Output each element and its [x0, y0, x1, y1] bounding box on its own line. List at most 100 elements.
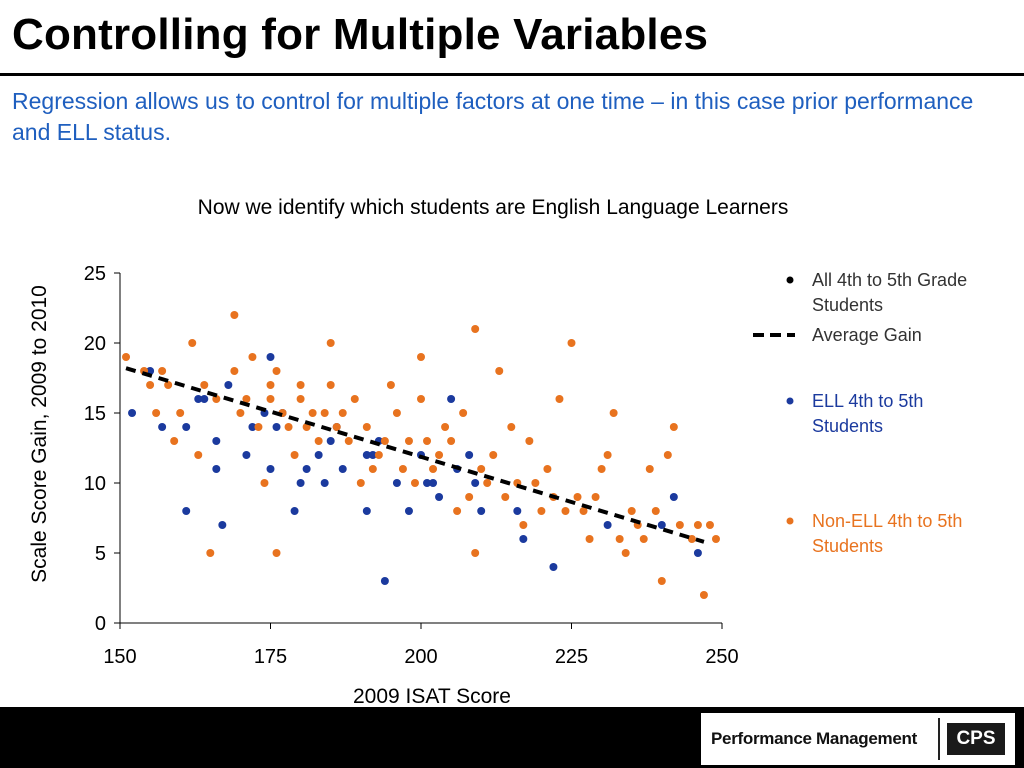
non-ell-point [471, 325, 480, 333]
x-axis-label: 2009 ISAT Score [353, 685, 511, 707]
non-ell-point [404, 437, 413, 445]
ell-point [128, 409, 137, 417]
ell-point [669, 493, 678, 501]
non-ell-point [266, 381, 275, 389]
non-ell-point [639, 535, 648, 543]
non-ell-point [501, 493, 510, 501]
ell-point [471, 479, 480, 487]
non-ell-point [609, 409, 618, 417]
non-ell-point [164, 381, 173, 389]
non-ell-point [711, 535, 720, 543]
non-ell-point [260, 479, 269, 487]
legend-label: Non-ELL 4th to 5th Students [812, 511, 962, 556]
ell-point [657, 521, 666, 529]
non-ell-point [350, 395, 359, 403]
non-ell-point [429, 465, 438, 473]
chart-trend [125, 366, 705, 544]
y-tick-label: 15 [84, 403, 106, 425]
y-tick-label: 0 [95, 613, 106, 635]
non-ell-point [326, 381, 335, 389]
ell-point [513, 507, 522, 515]
non-ell-point [398, 465, 407, 473]
non-ell-point [471, 549, 480, 557]
ell-point [693, 549, 702, 557]
slide-title: Controlling for Multiple Variables [12, 10, 709, 59]
non-ell-point [272, 367, 281, 375]
ell-point [248, 423, 257, 431]
non-ell-point [657, 577, 666, 585]
ell-point [603, 521, 612, 529]
ell-point [435, 493, 444, 501]
logo-divider [938, 718, 940, 760]
ell-point [368, 451, 377, 459]
scatter-chart: 0 5 10 15 20 25 150 175 200 225 250 All 4th to 5th… [28, 263, 967, 707]
ell-point [296, 479, 305, 487]
non-ell-point [206, 549, 215, 557]
x-tick-label: 175 [254, 646, 287, 668]
non-ell-point [344, 437, 353, 445]
non-ell-point [435, 451, 444, 459]
non-ell-point [687, 535, 696, 543]
average-gain-line [125, 366, 705, 544]
non-ell-point [296, 395, 305, 403]
ell-point [338, 465, 347, 473]
y-tick-label: 25 [84, 263, 106, 285]
ell-point [447, 395, 456, 403]
non-ell-point [320, 409, 329, 417]
non-ell-point [489, 451, 498, 459]
chart-legend: All 4th to 5th Grade Students Average Gain… [753, 270, 967, 556]
non-ell-point [254, 423, 263, 431]
non-ell-point [290, 451, 299, 459]
non-ell-point [170, 437, 179, 445]
ell-point [290, 507, 299, 515]
legend-marker [786, 397, 794, 405]
ell-point [158, 423, 167, 431]
non-ell-point [645, 465, 654, 473]
ell-point [212, 465, 221, 473]
non-ell-point [236, 409, 245, 417]
ell-point [200, 395, 209, 403]
non-ell-point [176, 409, 185, 417]
non-ell-series [122, 311, 720, 599]
non-ell-point [447, 437, 456, 445]
ell-point [182, 507, 191, 515]
non-ell-point [230, 367, 239, 375]
legend-item: Average Gain [753, 325, 922, 345]
x-tick-label: 200 [404, 646, 437, 668]
non-ell-point [651, 507, 660, 515]
ell-point [194, 395, 203, 403]
chart-axes: 0 5 10 15 20 25 150 175 200 225 250 [84, 263, 739, 668]
ell-point [549, 563, 558, 571]
non-ell-point [675, 521, 684, 529]
non-ell-point [248, 353, 257, 361]
non-ell-point [374, 451, 383, 459]
y-tick-label: 10 [84, 473, 106, 495]
non-ell-point [362, 423, 371, 431]
non-ell-point [459, 409, 468, 417]
non-ell-point [188, 339, 197, 347]
ell-point [266, 465, 275, 473]
x-tick-label: 225 [555, 646, 588, 668]
non-ell-point [332, 423, 341, 431]
non-ell-point [200, 381, 209, 389]
non-ell-point [392, 409, 401, 417]
non-ell-point [284, 423, 293, 431]
ell-point [326, 437, 335, 445]
non-ell-point [368, 465, 377, 473]
non-ell-point [585, 535, 594, 543]
non-ell-point [531, 479, 540, 487]
non-ell-point [477, 465, 486, 473]
legend-label: ELL 4th to 5th Students [812, 391, 923, 436]
ell-point [519, 535, 528, 543]
logo-text: Performance Management [711, 729, 917, 748]
ell-point [272, 423, 281, 431]
non-ell-point [296, 381, 305, 389]
non-ell-point [308, 409, 317, 417]
non-ell-point [122, 353, 131, 361]
legend-item: All 4th to 5th Grade Students [786, 270, 967, 315]
non-ell-point [699, 591, 708, 599]
chart-points [122, 311, 720, 599]
cps-badge: CPS [947, 723, 1005, 755]
ell-point [224, 381, 233, 389]
non-ell-point [573, 493, 582, 501]
